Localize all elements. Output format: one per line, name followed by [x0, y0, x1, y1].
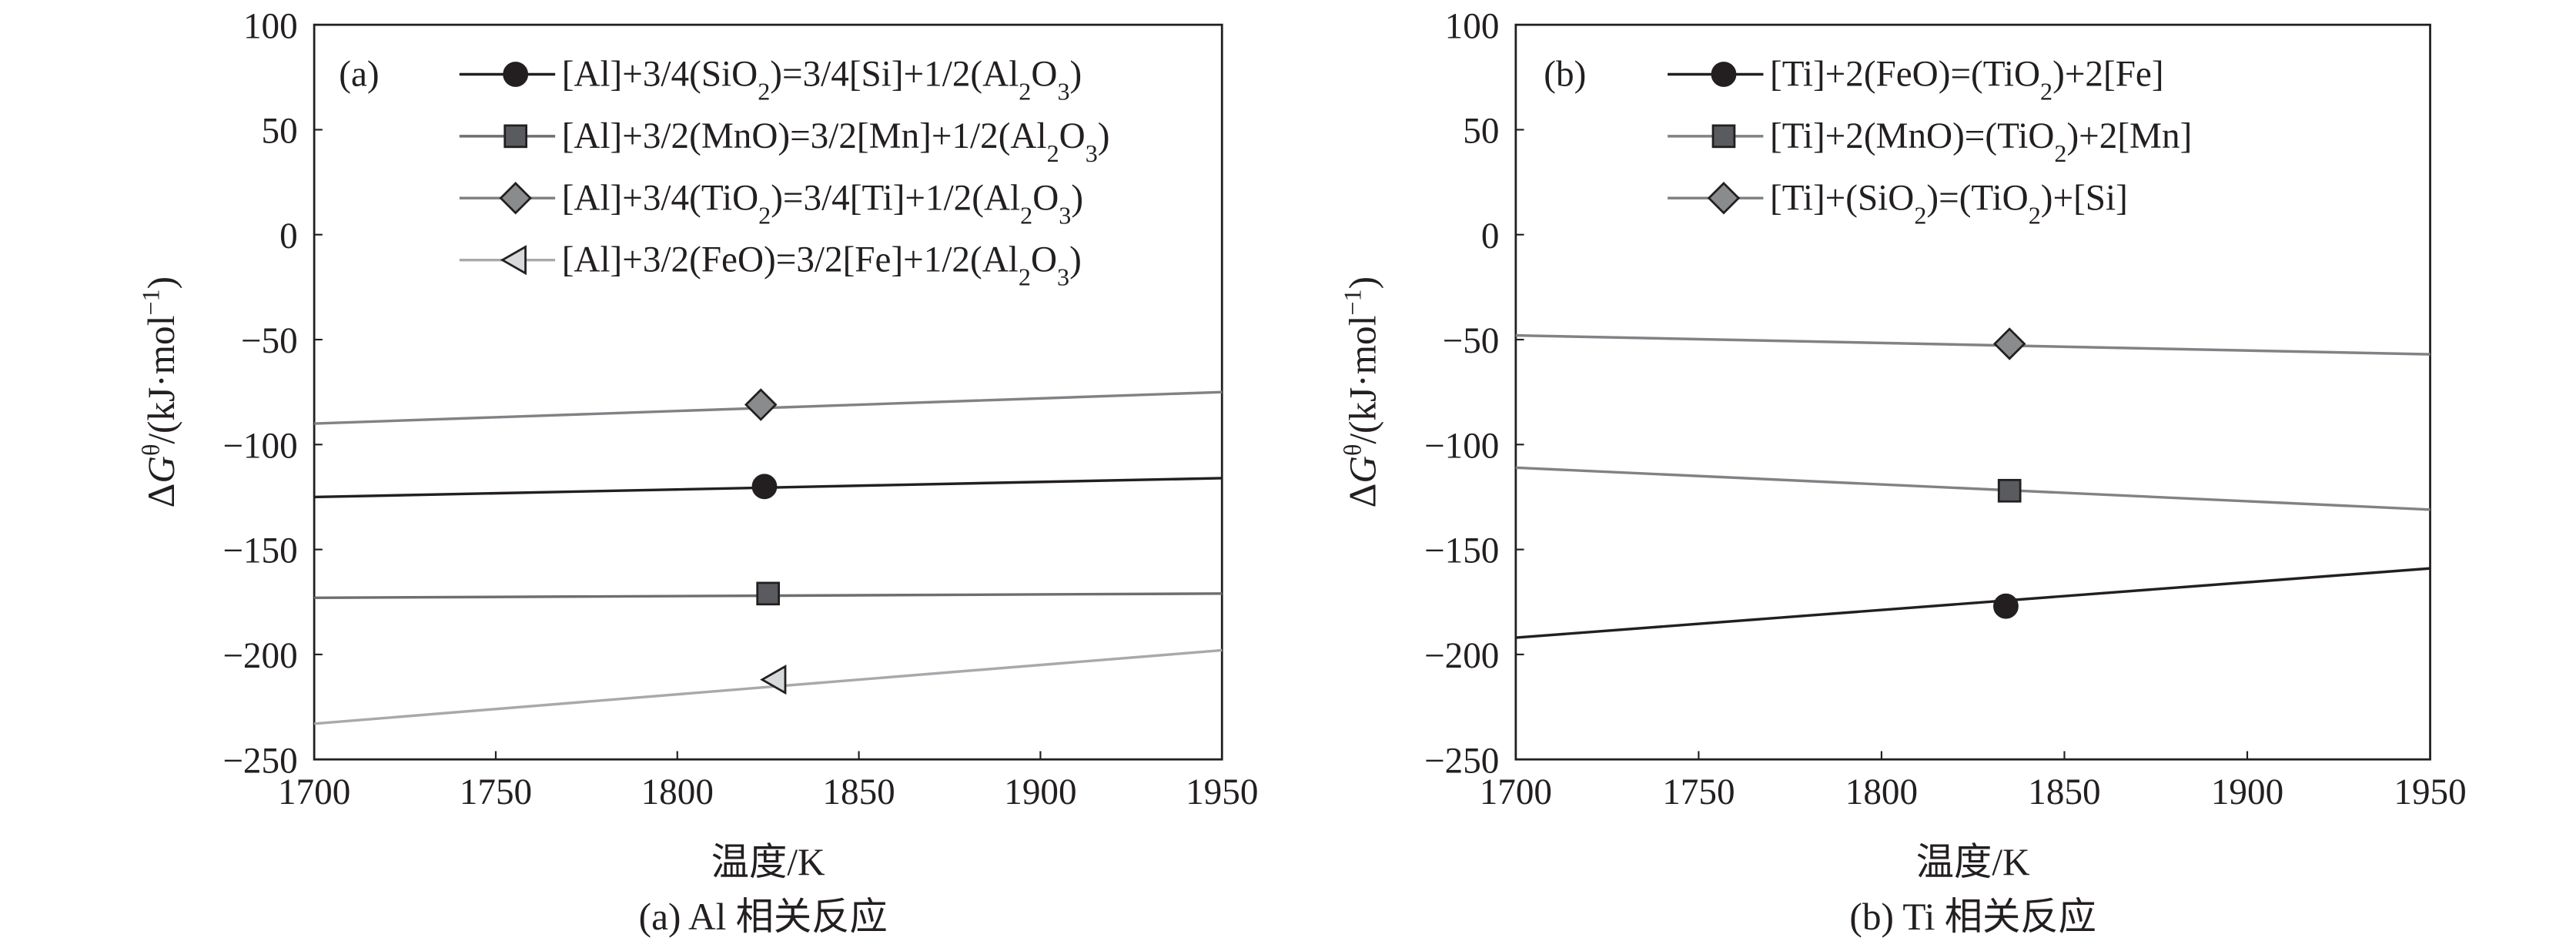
x-tick-label: 1750: [460, 772, 532, 812]
x-tick-label: 1700: [278, 772, 350, 812]
x-tick-label: 1750: [1662, 772, 1735, 812]
x-tick-label: 1700: [1480, 772, 1552, 812]
y-tick-label: 100: [243, 6, 298, 46]
series-diamond: [Al]+3/4(TiO2)=3/4[Ti]+1/2(Al2O3): [314, 178, 1223, 425]
y-tick-label: −50: [241, 321, 298, 361]
legend-marker: [499, 181, 532, 215]
data-point-marker: [1997, 478, 2022, 503]
legend-marker: [1707, 181, 1741, 215]
y-tick-label: 100: [1445, 6, 1500, 46]
legend-label: [Ti]+2(MnO)=(TiO2)+2[Mn]: [1770, 116, 2192, 167]
y-tick-label: −100: [1424, 426, 1499, 466]
legend-marker: [503, 62, 529, 87]
y-tick-label: −250: [1424, 741, 1499, 781]
legend-label: [Al]+3/4(TiO2)=3/4[Ti]+1/2(Al2O3): [562, 178, 1083, 229]
legend-marker: [503, 124, 528, 149]
chart-panel-b: 1700 1750 1800 1850 1900 1950 100 50 0 −50 −100 −15…: [1338, 6, 2466, 938]
y-tick-label: 50: [262, 112, 298, 152]
y-tick-label: 0: [1481, 216, 1500, 256]
x-tick-label: 1900: [1004, 772, 1076, 812]
data-point-marker: [1993, 593, 2019, 619]
series-diamond: [Ti]+(SiO2)=(TiO2)+[Si]: [1515, 178, 2430, 360]
y-tick-label: −100: [222, 426, 297, 466]
data-point-marker: [744, 388, 778, 421]
series-line: [1515, 567, 2430, 639]
panel-tag: (b): [1544, 54, 1586, 94]
x-axis-label: 温度/K: [711, 841, 825, 883]
series-line: [1515, 333, 2430, 356]
plot-frame: [1514, 23, 2431, 761]
legend-marker: [1711, 62, 1737, 87]
y-tick-label: −250: [222, 741, 297, 781]
x-tick-label: 1900: [2211, 772, 2283, 812]
y-tick-label: −50: [1443, 321, 1500, 361]
data-point-marker: [1992, 327, 2026, 360]
x-tick-label: 1950: [2394, 772, 2466, 812]
legend-marker: [1711, 124, 1736, 149]
y-tick-label: 0: [279, 216, 298, 256]
y-tick-label: −150: [222, 531, 297, 571]
series-circle: [Ti]+2(FeO)=(TiO2)+2[Fe]: [1515, 54, 2430, 639]
y-tick-label: −200: [222, 636, 297, 676]
panel-caption: (a) Al 相关反应: [639, 896, 888, 938]
y-tick-label: −150: [1424, 531, 1499, 571]
x-tick-label: 1800: [641, 772, 714, 812]
legend-label: [Ti]+2(FeO)=(TiO2)+2[Fe]: [1770, 54, 2164, 105]
chart-panel-a: 1700 1750 1800 1850 1900 1950 100 50 0 −50 −100 −15…: [137, 6, 1259, 938]
data-point-marker: [751, 474, 778, 500]
series-circle: [Al]+3/4(SiO2)=3/4[Si]+1/2(Al2O3): [314, 54, 1223, 500]
x-axis-label: 温度/K: [1916, 841, 2030, 883]
data-point-marker: [760, 665, 787, 695]
y-tick-label: 50: [1463, 112, 1499, 152]
legend-label: [Ti]+(SiO2)=(TiO2)+[Si]: [1770, 178, 2128, 229]
x-tick-label: 1850: [2028, 772, 2100, 812]
legend-label: [Al]+3/2(MnO)=3/2[Mn]+1/2(Al2O3): [562, 116, 1110, 167]
series-line: [313, 648, 1223, 725]
x-tick-label: 1800: [1845, 772, 1918, 812]
series-square: [Al]+3/2(MnO)=3/2[Mn]+1/2(Al2O3): [314, 116, 1223, 606]
y-axis-label: ΔGθ/(kJ·mol−1): [1338, 276, 1383, 507]
series-triangle-left: [Al]+3/2(FeO)=3/2[Fe]+1/2(Al2O3): [313, 240, 1223, 725]
series-line: [1515, 466, 2430, 511]
legend-marker: [500, 245, 527, 276]
panel-tag: (a): [339, 54, 379, 94]
x-tick-label: 1850: [822, 772, 895, 812]
series-square: [Ti]+2(MnO)=(TiO2)+2[Mn]: [1515, 116, 2430, 511]
x-tick-label: 1950: [1186, 772, 1258, 812]
y-tick-label: −200: [1424, 636, 1499, 676]
legend-label: [Al]+3/2(FeO)=3/2[Fe]+1/2(Al2O3): [562, 240, 1082, 291]
data-point-marker: [756, 581, 781, 606]
y-axis-label: ΔGθ/(kJ·mol−1): [137, 276, 182, 507]
legend-label: [Al]+3/4(SiO2)=3/4[Si]+1/2(Al2O3): [562, 54, 1082, 105]
panel-caption: (b) Ti 相关反应: [1849, 896, 2096, 938]
